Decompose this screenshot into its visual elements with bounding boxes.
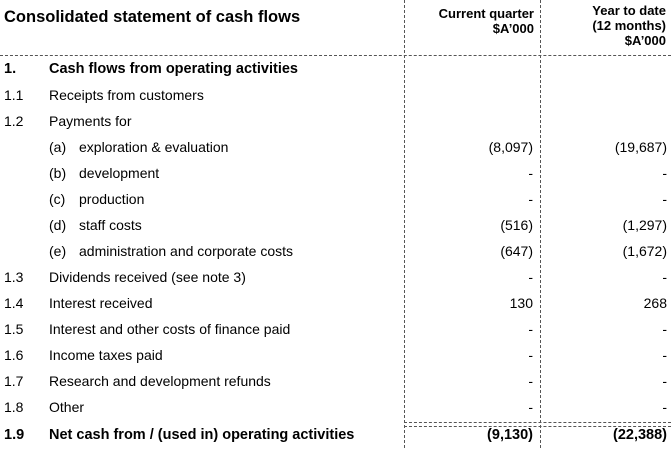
table-row: 1.7 Research and development refunds - -: [0, 368, 671, 394]
row-label-text: exploration & evaluation: [79, 139, 229, 155]
column-divider: [540, 0, 541, 448]
year-to-date-value: -: [662, 321, 667, 337]
row-label: Cash flows from operating activities: [49, 61, 298, 77]
table-row: 1.5 Interest and other costs of finance p…: [0, 316, 671, 342]
row-sub-index: (a): [49, 139, 67, 155]
header-line: $A’000: [492, 21, 534, 36]
row-label: (d) staff costs: [49, 217, 142, 233]
year-to-date-header: Year to date (12 months) $A’000: [540, 3, 666, 48]
year-to-date-value: 268: [643, 295, 667, 311]
current-quarter-header: Current quarter $A’000: [404, 6, 534, 36]
row-label: (a) exploration & evaluation: [49, 139, 228, 155]
header-line: Year to date: [592, 3, 666, 18]
row-label-text: Other: [49, 399, 85, 415]
row-label: Research and development refunds: [49, 373, 271, 389]
header-line: $A’000: [624, 33, 666, 48]
row-label-text: Cash flows from operating activities: [49, 61, 298, 77]
year-to-date-value: -: [662, 165, 667, 181]
row-number: 1.9: [4, 427, 25, 443]
row-sub-index: (b): [49, 165, 67, 181]
column-divider: [404, 0, 405, 448]
row-number: 1.1: [4, 87, 24, 103]
year-to-date-value: -: [662, 399, 667, 415]
current-quarter-value: -: [528, 399, 533, 415]
row-number: 1.: [4, 61, 17, 77]
table-row: 1.1 Receipts from customers: [0, 82, 671, 108]
year-to-date-value: (1,672): [622, 243, 667, 259]
year-to-date-value: (19,687): [614, 139, 667, 155]
year-to-date-value: (22,388): [612, 427, 667, 443]
year-to-date-value: -: [662, 191, 667, 207]
row-sub-index: (d): [49, 217, 67, 233]
row-label-text: Interest received: [49, 295, 153, 311]
current-quarter-value: -: [528, 165, 533, 181]
row-sub-index: (c): [49, 191, 66, 207]
row-label: Dividends received (see note 3): [49, 269, 246, 285]
row-label: Other: [49, 399, 84, 415]
row-label: Payments for: [49, 113, 131, 129]
row-number: 1.4: [4, 295, 24, 311]
year-to-date-value: (1,297): [622, 217, 667, 233]
table-row: (c) production - -: [0, 186, 671, 212]
row-label: Net cash from / (used in) operating acti…: [49, 427, 354, 443]
row-number: 1.6: [4, 347, 24, 363]
row-label-text: Payments for: [49, 113, 132, 129]
table-row: (e) administration and corporate costs (64…: [0, 238, 671, 264]
current-quarter-value: -: [528, 269, 533, 285]
row-sub-index: (e): [49, 243, 67, 259]
row-label: (b) development: [49, 165, 159, 181]
row-label-text: production: [79, 191, 145, 207]
row-label-text: development: [79, 165, 160, 181]
current-quarter-value: (9,130): [487, 427, 533, 443]
total-rule: [404, 422, 671, 449]
row-label: Interest received: [49, 295, 153, 311]
current-quarter-value: -: [528, 373, 533, 389]
table-row: 1.6 Income taxes paid - -: [0, 342, 671, 368]
row-label-text: staff costs: [79, 217, 142, 233]
current-quarter-value: (647): [500, 243, 533, 259]
total-double-rule: [404, 426, 671, 427]
table-row: (b) development - -: [0, 160, 671, 186]
current-quarter-value: (8,097): [488, 139, 533, 155]
header-line: Current quarter: [438, 6, 534, 21]
row-number: 1.7: [4, 373, 24, 389]
row-label-text: Income taxes paid: [49, 347, 163, 363]
statement-title: Consolidated statement of cash flows: [4, 8, 301, 26]
current-quarter-value: (516): [500, 217, 533, 233]
table-row: 1.2 Payments for: [0, 108, 671, 134]
year-to-date-value: -: [662, 347, 667, 363]
table-row: 1.4 Interest received 130 268: [0, 290, 671, 316]
row-label-text: administration and corporate costs: [79, 243, 293, 259]
current-quarter-value: -: [528, 321, 533, 337]
row-number: 1.8: [4, 399, 24, 415]
table-row: 1.9 Net cash from / (used in) operating a…: [0, 422, 671, 448]
table-row: 1.8 Other - -: [0, 394, 671, 420]
table-row: (a) exploration & evaluation (8,097) (19,68…: [0, 134, 671, 160]
row-label-text: Interest and other costs of finance paid: [49, 321, 291, 337]
row-label: Income taxes paid: [49, 347, 163, 363]
row-label: Receipts from customers: [49, 87, 204, 103]
current-quarter-value: -: [528, 191, 533, 207]
row-label: Interest and other costs of finance paid: [49, 321, 290, 337]
year-to-date-value: -: [662, 269, 667, 285]
header-line: (12 months): [592, 18, 666, 33]
row-number: 1.5: [4, 321, 24, 337]
row-label-text: Receipts from customers: [49, 87, 204, 103]
table-header: Consolidated statement of cash flows Cur…: [0, 0, 671, 56]
current-quarter-value: 130: [509, 295, 533, 311]
current-quarter-value: -: [528, 347, 533, 363]
year-to-date-value: -: [662, 373, 667, 389]
row-label-text: Research and development refunds: [49, 373, 271, 389]
table-row: (d) staff costs (516) (1,297): [0, 212, 671, 238]
row-number: 1.3: [4, 269, 24, 285]
row-label-text: Dividends received (see note 3): [49, 269, 246, 285]
row-label: (c) production: [49, 191, 144, 207]
table-row: 1. Cash flows from operating activities: [0, 56, 671, 82]
row-label-text: Net cash from / (used in) operating acti…: [49, 427, 355, 443]
row-number: 1.2: [4, 113, 24, 129]
row-label: (e) administration and corporate costs: [49, 243, 293, 259]
table-row: 1.3 Dividends received (see note 3) - -: [0, 264, 671, 290]
